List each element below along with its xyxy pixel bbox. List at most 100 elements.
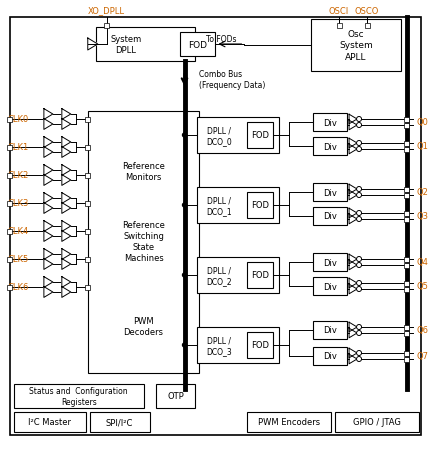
Polygon shape xyxy=(349,328,357,338)
Bar xyxy=(404,287,410,292)
Polygon shape xyxy=(62,203,71,214)
Polygon shape xyxy=(44,165,53,176)
Bar xyxy=(85,117,90,122)
Polygon shape xyxy=(62,193,71,204)
Bar xyxy=(85,145,90,150)
Polygon shape xyxy=(44,231,53,242)
Polygon shape xyxy=(62,231,71,242)
Bar xyxy=(404,147,410,152)
Text: Div: Div xyxy=(323,282,337,291)
Text: FOD: FOD xyxy=(251,271,269,280)
Bar xyxy=(85,257,90,262)
Polygon shape xyxy=(44,137,53,148)
Bar xyxy=(313,184,347,202)
Bar xyxy=(7,229,13,234)
Bar xyxy=(404,211,410,216)
Bar xyxy=(404,281,410,286)
Circle shape xyxy=(356,287,362,292)
Text: DPLL /
DCO_2: DPLL / DCO_2 xyxy=(206,266,232,285)
Circle shape xyxy=(356,351,362,356)
Text: Q1: Q1 xyxy=(417,142,429,151)
Bar xyxy=(313,277,347,295)
Bar xyxy=(313,138,347,156)
Polygon shape xyxy=(349,215,357,224)
Text: CLK2: CLK2 xyxy=(7,171,29,180)
Polygon shape xyxy=(44,175,53,186)
Circle shape xyxy=(356,193,362,198)
Bar xyxy=(85,173,90,178)
Text: PWM Encoders: PWM Encoders xyxy=(258,418,320,427)
Bar xyxy=(313,114,347,132)
Text: Reference
Monitors: Reference Monitors xyxy=(122,161,165,182)
Circle shape xyxy=(356,141,362,146)
Circle shape xyxy=(356,211,362,216)
Text: I²C Master: I²C Master xyxy=(29,418,71,427)
Polygon shape xyxy=(44,249,53,260)
Bar xyxy=(404,217,410,222)
Polygon shape xyxy=(62,137,71,148)
Text: CLK1: CLK1 xyxy=(7,143,29,152)
Polygon shape xyxy=(349,121,357,130)
Polygon shape xyxy=(44,109,53,120)
Polygon shape xyxy=(349,139,357,148)
Circle shape xyxy=(356,257,362,262)
Bar xyxy=(85,201,90,206)
Polygon shape xyxy=(349,322,357,332)
Text: FOD: FOD xyxy=(188,41,207,50)
Bar xyxy=(335,412,419,432)
Bar xyxy=(7,117,13,122)
Circle shape xyxy=(356,325,362,330)
Text: Combo Bus
(Frequency Data): Combo Bus (Frequency Data) xyxy=(200,70,266,89)
Polygon shape xyxy=(44,277,53,288)
Text: XO_DPLL: XO_DPLL xyxy=(88,6,125,15)
Text: CLK0: CLK0 xyxy=(7,115,29,124)
Polygon shape xyxy=(62,259,71,270)
Bar xyxy=(365,23,369,28)
Bar xyxy=(197,118,279,154)
Text: PWM
Decoders: PWM Decoders xyxy=(124,316,164,336)
Polygon shape xyxy=(349,285,357,294)
Bar xyxy=(404,123,410,128)
Polygon shape xyxy=(62,221,71,232)
Text: CLK4: CLK4 xyxy=(7,227,29,236)
Polygon shape xyxy=(44,221,53,232)
Bar xyxy=(197,258,279,293)
Polygon shape xyxy=(349,191,357,200)
Bar xyxy=(14,384,143,408)
Circle shape xyxy=(356,357,362,362)
Polygon shape xyxy=(62,165,71,176)
Bar xyxy=(248,332,273,358)
Bar xyxy=(404,351,410,356)
Text: CLK6: CLK6 xyxy=(7,283,29,292)
Bar xyxy=(404,325,410,330)
Bar xyxy=(248,193,273,219)
Bar xyxy=(197,188,279,224)
Bar xyxy=(156,384,195,408)
Text: GPIO / JTAG: GPIO / JTAG xyxy=(353,418,401,427)
Bar xyxy=(85,285,90,290)
Polygon shape xyxy=(44,259,53,270)
Text: Q4: Q4 xyxy=(417,258,429,267)
Text: DPLL /
DCO_0: DPLL / DCO_0 xyxy=(206,126,232,145)
Polygon shape xyxy=(62,147,71,158)
Text: OSCO: OSCO xyxy=(355,6,379,15)
Bar xyxy=(404,117,410,122)
Polygon shape xyxy=(349,354,357,364)
Polygon shape xyxy=(44,147,53,158)
Bar xyxy=(104,23,109,28)
Text: CLK5: CLK5 xyxy=(7,255,29,264)
Text: OSCI: OSCI xyxy=(329,6,349,15)
Bar xyxy=(7,285,13,290)
Text: Reference
Switching
State
Machines: Reference Switching State Machines xyxy=(122,221,165,262)
Text: FOD: FOD xyxy=(251,131,269,140)
Text: Div: Div xyxy=(323,188,337,197)
Bar xyxy=(7,257,13,262)
Circle shape xyxy=(182,203,187,207)
Bar xyxy=(313,347,347,365)
Circle shape xyxy=(182,343,187,347)
Polygon shape xyxy=(349,349,357,358)
Bar xyxy=(180,33,216,57)
Polygon shape xyxy=(88,39,98,51)
Text: SPI/I²C: SPI/I²C xyxy=(106,418,133,427)
Text: Status and  Configuration
Registers: Status and Configuration Registers xyxy=(29,387,128,406)
